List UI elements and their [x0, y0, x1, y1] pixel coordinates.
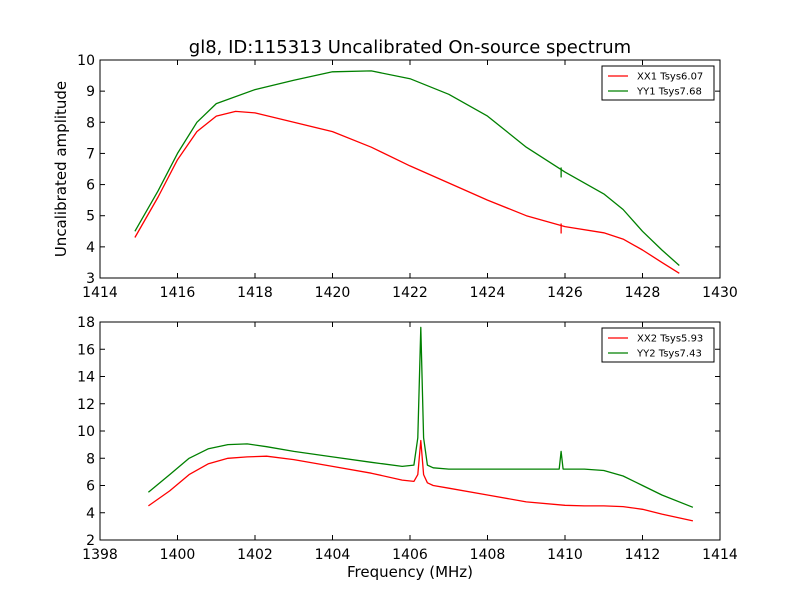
x-tick-label: 1420: [315, 285, 351, 301]
x-tick-label: 1416: [160, 285, 196, 301]
y-tick-label: 14: [77, 370, 95, 386]
bottom-subplot: 1398 1400 1402 1404 1406 1408 1410 1412 14142468…: [77, 315, 738, 581]
x-tick-label: 1414: [82, 285, 118, 301]
legend: XX1 Tsys6.07 YY1 Tsys7.68: [601, 65, 715, 101]
x-tick-label: 1404: [315, 547, 351, 563]
x-tick-label: 1398: [82, 547, 118, 563]
series-line-1: [148, 439, 694, 522]
legend-label-1: XX1 Tsys6.07: [637, 72, 703, 83]
x-tick-label: 1402: [237, 547, 273, 563]
legend-label-2: YY1 Tsys7.68: [636, 87, 702, 98]
y-tick-label: 4: [86, 506, 95, 522]
y-axis-label: Uncalibrated amplitude: [52, 81, 70, 257]
series-line-2: [134, 70, 680, 266]
y-tick-label: 10: [77, 53, 95, 69]
y-tick-label: 7: [86, 146, 95, 162]
legend: XX2 Tsys5.93 YY2 Tsys7.43: [601, 327, 715, 363]
series-line-2: [147, 326, 694, 508]
y-tick-label: 8: [86, 115, 95, 131]
x-tick-label: 1406: [392, 547, 428, 563]
y-tick-label: 3: [86, 271, 95, 287]
x-tick-label: 1408: [470, 547, 506, 563]
x-tick-label: 1428: [625, 285, 661, 301]
y-tick-label: 2: [86, 533, 95, 549]
legend-label-2: YY2 Tsys7.43: [636, 349, 702, 360]
y-tick-label: 12: [77, 397, 95, 413]
x-axis-label: Frequency (MHz): [347, 563, 473, 581]
x-tick-label: 1410: [547, 547, 583, 563]
series-line-1: [134, 110, 680, 274]
x-tick-label: 1400: [160, 547, 196, 563]
x-tick-label: 1424: [470, 285, 506, 301]
y-tick-label: 6: [86, 178, 95, 194]
y-tick-label: 8: [86, 451, 95, 467]
x-tick-label: 1414: [702, 547, 738, 563]
x-tick-label: 1422: [392, 285, 428, 301]
y-tick-label: 9: [86, 84, 95, 100]
legend-frame: [601, 327, 715, 363]
chart-title: gl8, ID:115313 Uncalibrated On-source sp…: [189, 37, 631, 58]
y-tick-label: 10: [77, 424, 95, 440]
y-tick-label: 5: [86, 209, 95, 225]
x-tick-label: 1418: [237, 285, 273, 301]
y-tick-label: 6: [86, 479, 95, 495]
legend-frame: [601, 65, 715, 101]
x-tick-label: 1412: [625, 547, 661, 563]
x-tick-label: 1426: [547, 285, 583, 301]
x-tick-label: 1430: [702, 285, 738, 301]
legend-label-1: XX2 Tsys5.93: [637, 334, 703, 345]
top-subplot: 1414 1416 1418 1420 1422 1424 1426 1428 1430 3 4 5 6…: [52, 53, 738, 301]
y-tick-label: 18: [77, 315, 95, 331]
y-tick-label: 4: [86, 240, 95, 256]
y-tick-label: 16: [77, 342, 95, 358]
